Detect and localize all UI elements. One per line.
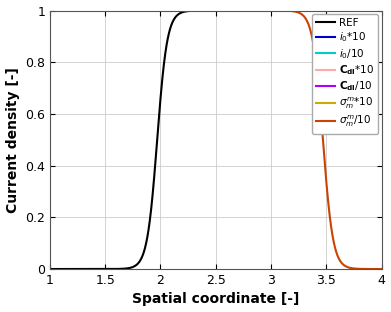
- Y-axis label: Current density [-]: Current density [-]: [5, 67, 20, 213]
- Legend: REF, $i_0$*10, $i_0$/10, $\mathbf{C_{dl}}$*10, $\mathbf{C_{dl}}$/10, $\sigma_m^{: REF, $i_0$*10, $i_0$/10, $\mathbf{C_{dl}…: [312, 14, 378, 134]
- X-axis label: Spatial coordinate [-]: Spatial coordinate [-]: [132, 292, 300, 306]
